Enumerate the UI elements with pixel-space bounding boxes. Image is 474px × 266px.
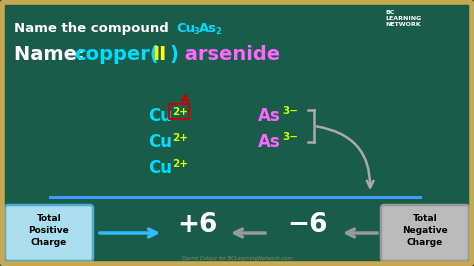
Text: BC
LEARNING
NETWORK: BC LEARNING NETWORK	[385, 10, 421, 27]
Text: 2+: 2+	[172, 159, 188, 169]
Text: As: As	[258, 133, 281, 151]
Text: Name:: Name:	[14, 45, 91, 64]
Text: copper(: copper(	[74, 45, 159, 64]
Text: Cu: Cu	[148, 133, 172, 151]
Text: Name the compound: Name the compound	[14, 22, 173, 35]
Text: As: As	[199, 22, 217, 35]
Text: 2+: 2+	[172, 107, 188, 117]
Text: +6: +6	[177, 212, 217, 238]
FancyBboxPatch shape	[381, 205, 469, 261]
Text: II: II	[152, 45, 166, 64]
Text: Cu: Cu	[148, 159, 172, 177]
Text: Cu: Cu	[176, 22, 195, 35]
Text: 3: 3	[193, 27, 199, 36]
Text: As: As	[258, 107, 281, 125]
Text: Total
Negative
Charge: Total Negative Charge	[402, 214, 448, 247]
Text: 3−: 3−	[282, 132, 298, 142]
Text: arsenide: arsenide	[178, 45, 280, 64]
Text: 2: 2	[215, 27, 221, 36]
Text: 2+: 2+	[172, 133, 188, 143]
Text: Darrol Colqur for BCLearningNetwork.com: Darrol Colqur for BCLearningNetwork.com	[182, 256, 292, 261]
Text: Cu: Cu	[148, 107, 172, 125]
Text: 3−: 3−	[282, 106, 298, 116]
FancyBboxPatch shape	[5, 205, 93, 261]
Text: −6: −6	[288, 212, 328, 238]
Text: Total
Positive
Charge: Total Positive Charge	[28, 214, 69, 247]
Text: ): )	[169, 45, 178, 64]
